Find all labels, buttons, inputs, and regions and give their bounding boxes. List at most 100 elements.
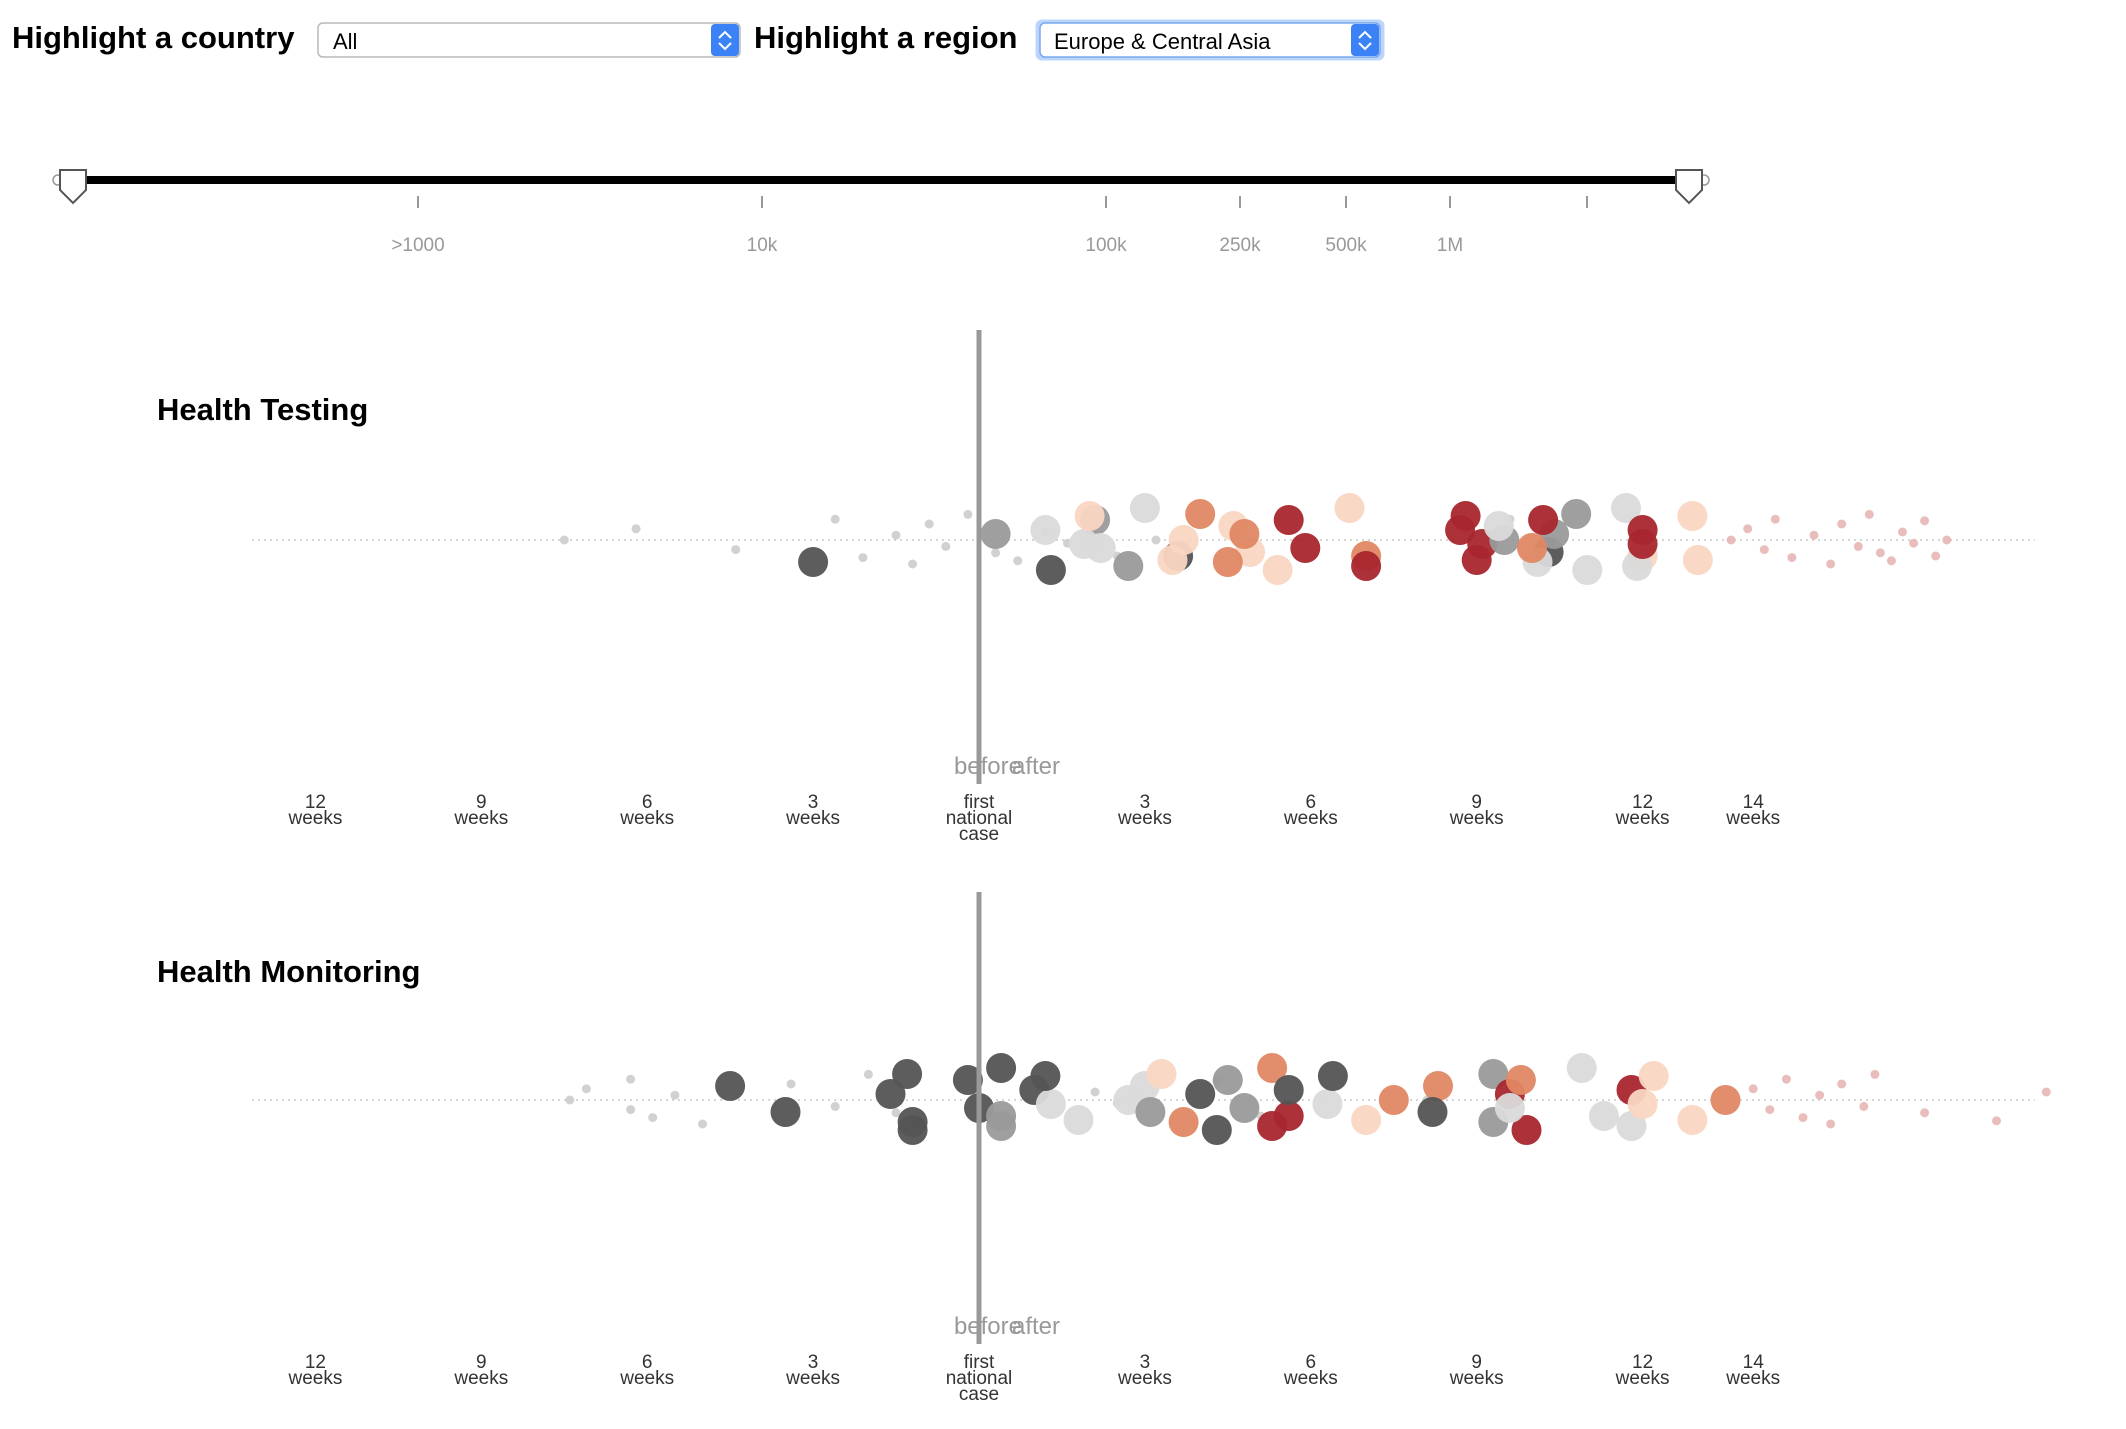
- data-point[interactable]: [986, 1111, 1017, 1141]
- data-point[interactable]: [875, 1079, 906, 1109]
- data-point[interactable]: [1257, 1111, 1288, 1141]
- data-point[interactable]: [1378, 1085, 1409, 1115]
- data-point[interactable]: [1030, 1061, 1061, 1091]
- data-point[interactable]: [1627, 529, 1658, 559]
- data-point[interactable]: [1920, 516, 1930, 526]
- data-point[interactable]: [858, 553, 868, 563]
- data-point[interactable]: [1726, 535, 1736, 545]
- data-point[interactable]: [1312, 1089, 1343, 1119]
- data-point[interactable]: [986, 1053, 1017, 1083]
- data-point[interactable]: [1870, 1069, 1880, 1079]
- data-point[interactable]: [1069, 529, 1100, 559]
- data-point[interactable]: [1638, 1061, 1669, 1091]
- data-point[interactable]: [581, 1084, 591, 1094]
- data-point[interactable]: [1185, 499, 1216, 529]
- data-point[interactable]: [1257, 1053, 1288, 1083]
- data-point[interactable]: [1334, 493, 1365, 523]
- data-point[interactable]: [1770, 514, 1780, 524]
- data-point[interactable]: [892, 1059, 923, 1089]
- data-point[interactable]: [1483, 511, 1514, 541]
- data-point[interactable]: [1992, 1116, 2001, 1126]
- data-point[interactable]: [1566, 1053, 1597, 1083]
- data-point[interactable]: [1478, 1059, 1509, 1089]
- data-point[interactable]: [1682, 545, 1713, 575]
- data-point[interactable]: [565, 1095, 575, 1105]
- data-point[interactable]: [1168, 1107, 1199, 1137]
- data-point[interactable]: [1417, 1097, 1448, 1127]
- data-point[interactable]: [626, 1105, 636, 1115]
- data-point[interactable]: [1611, 493, 1641, 523]
- data-point[interactable]: [1886, 556, 1896, 566]
- data-point[interactable]: [897, 1115, 928, 1145]
- data-point[interactable]: [1229, 519, 1260, 549]
- data-point[interactable]: [786, 1079, 796, 1089]
- data-point[interactable]: [1677, 1105, 1708, 1135]
- data-point[interactable]: [1759, 545, 1769, 555]
- data-point[interactable]: [1030, 515, 1061, 545]
- data-point[interactable]: [631, 524, 641, 534]
- data-point[interactable]: [1864, 509, 1874, 519]
- data-point[interactable]: [1185, 1079, 1216, 1109]
- data-point[interactable]: [1351, 551, 1382, 581]
- data-point[interactable]: [670, 1090, 680, 1100]
- data-point[interactable]: [1273, 1075, 1304, 1105]
- data-point[interactable]: [1826, 559, 1836, 569]
- data-point[interactable]: [1588, 1101, 1619, 1131]
- slider-handle-left[interactable]: [52, 169, 87, 205]
- data-point[interactable]: [715, 1071, 746, 1101]
- data-point[interactable]: [1262, 555, 1293, 585]
- data-point[interactable]: [1920, 1108, 1930, 1118]
- data-point[interactable]: [770, 1097, 801, 1127]
- data-point[interactable]: [908, 559, 918, 569]
- data-point[interactable]: [1875, 548, 1885, 558]
- data-point[interactable]: [1290, 533, 1321, 563]
- data-point[interactable]: [1035, 555, 1066, 585]
- data-point[interactable]: [1815, 1090, 1825, 1100]
- data-point[interactable]: [863, 1069, 873, 1079]
- data-point[interactable]: [731, 545, 741, 555]
- data-point[interactable]: [1450, 501, 1481, 531]
- data-point[interactable]: [1572, 555, 1603, 585]
- data-point[interactable]: [1129, 493, 1160, 523]
- data-point[interactable]: [1677, 501, 1708, 531]
- data-point[interactable]: [1013, 556, 1023, 566]
- data-point[interactable]: [952, 1065, 983, 1095]
- data-point[interactable]: [798, 547, 829, 577]
- data-point[interactable]: [1798, 1113, 1808, 1123]
- data-point[interactable]: [1135, 1097, 1166, 1127]
- data-point[interactable]: [1627, 1089, 1658, 1119]
- data-point[interactable]: [1826, 1119, 1836, 1129]
- data-point[interactable]: [980, 519, 1011, 549]
- data-point[interactable]: [1494, 1093, 1525, 1123]
- data-point[interactable]: [1909, 538, 1919, 548]
- data-point[interactable]: [963, 509, 973, 519]
- data-point[interactable]: [1035, 1089, 1066, 1119]
- data-point[interactable]: [1710, 1085, 1741, 1115]
- data-point[interactable]: [1942, 535, 1952, 545]
- data-point[interactable]: [891, 530, 901, 540]
- data-point[interactable]: [626, 1074, 636, 1084]
- data-point[interactable]: [1787, 553, 1797, 563]
- data-point[interactable]: [1748, 1084, 1758, 1094]
- data-point[interactable]: [1090, 1087, 1100, 1097]
- data-point[interactable]: [1229, 1093, 1260, 1123]
- data-point[interactable]: [1151, 535, 1161, 545]
- data-point[interactable]: [924, 519, 934, 529]
- data-point[interactable]: [1837, 1079, 1847, 1089]
- data-point[interactable]: [830, 1101, 840, 1111]
- data-point[interactable]: [698, 1119, 707, 1129]
- data-point[interactable]: [991, 548, 1001, 558]
- data-point[interactable]: [1273, 505, 1304, 535]
- data-point[interactable]: [1423, 1071, 1453, 1101]
- data-point[interactable]: [1837, 519, 1847, 529]
- data-point[interactable]: [1898, 527, 1907, 537]
- data-point[interactable]: [2041, 1087, 2051, 1097]
- data-point[interactable]: [1317, 1061, 1348, 1091]
- data-point[interactable]: [1505, 1065, 1536, 1095]
- data-point[interactable]: [1201, 1115, 1232, 1145]
- data-point[interactable]: [1168, 525, 1199, 555]
- data-point[interactable]: [1809, 530, 1819, 540]
- data-point[interactable]: [1351, 1105, 1382, 1135]
- data-point[interactable]: [941, 541, 951, 551]
- data-point[interactable]: [1113, 551, 1144, 581]
